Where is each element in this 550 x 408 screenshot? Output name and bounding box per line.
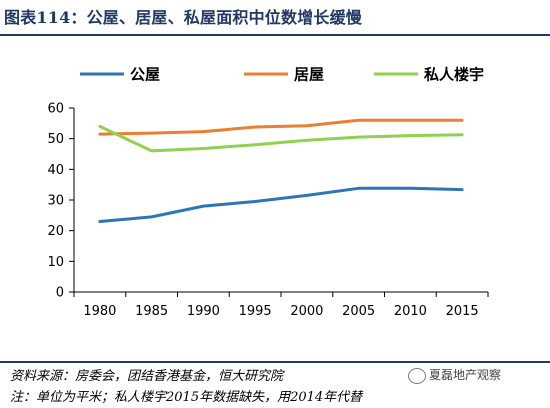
axes: 0 10 20 30 40 50 60 1980 1985 1990 1995 2000 2005 201… [47,102,489,319]
x-tick-label: 2000 [290,304,323,319]
legend-label: 居屋 [294,66,324,84]
x-tick-label: 2005 [342,304,375,319]
y-tick-label: 40 [47,163,64,178]
legend-label: 公屋 [130,66,160,84]
x-tick-label: 1985 [135,304,168,319]
y-tick-label: 30 [47,194,64,209]
y-tick-label: 60 [47,102,64,117]
x-tick-label: 1995 [239,304,272,319]
source-text: 资料来源：房委会，团结香港基金，恒大研究院 [10,369,284,384]
x-tick-label: 1990 [187,304,220,319]
footer-divider [0,361,550,363]
watermark-text: 夏磊地产观察 [429,368,502,382]
series-line-居屋 [98,118,464,136]
legend: 公屋 居屋 私人楼宇 [80,66,484,84]
series-line-公屋 [98,186,464,223]
line-chart: 公屋 居屋 私人楼宇 0 10 20 30 40 50 60 1980 1985 1990 1995 20… [47,66,489,319]
note-text: 注：单位为平米；私人楼宇2015年数据缺失，用2014年代替 [10,390,363,405]
series-lines [98,118,464,223]
x-tick-label: 2010 [394,304,427,319]
y-tick-label: 0 [56,286,64,301]
series-line-私人楼宇 [98,124,464,153]
wechat-icon [408,367,426,384]
chart-title: 图表114：公屋、居屋、私屋面积中位数增长缓慢 [4,8,362,27]
watermark: 夏磊地产观察 [408,366,501,384]
x-tick-label: 2015 [446,304,479,319]
y-tick-label: 20 [47,224,64,239]
x-tick-label: 1980 [83,304,116,319]
legend-label: 私人楼宇 [423,66,484,84]
y-tick-label: 50 [47,132,64,147]
y-tick-label: 10 [47,255,64,270]
title-divider [0,34,550,36]
